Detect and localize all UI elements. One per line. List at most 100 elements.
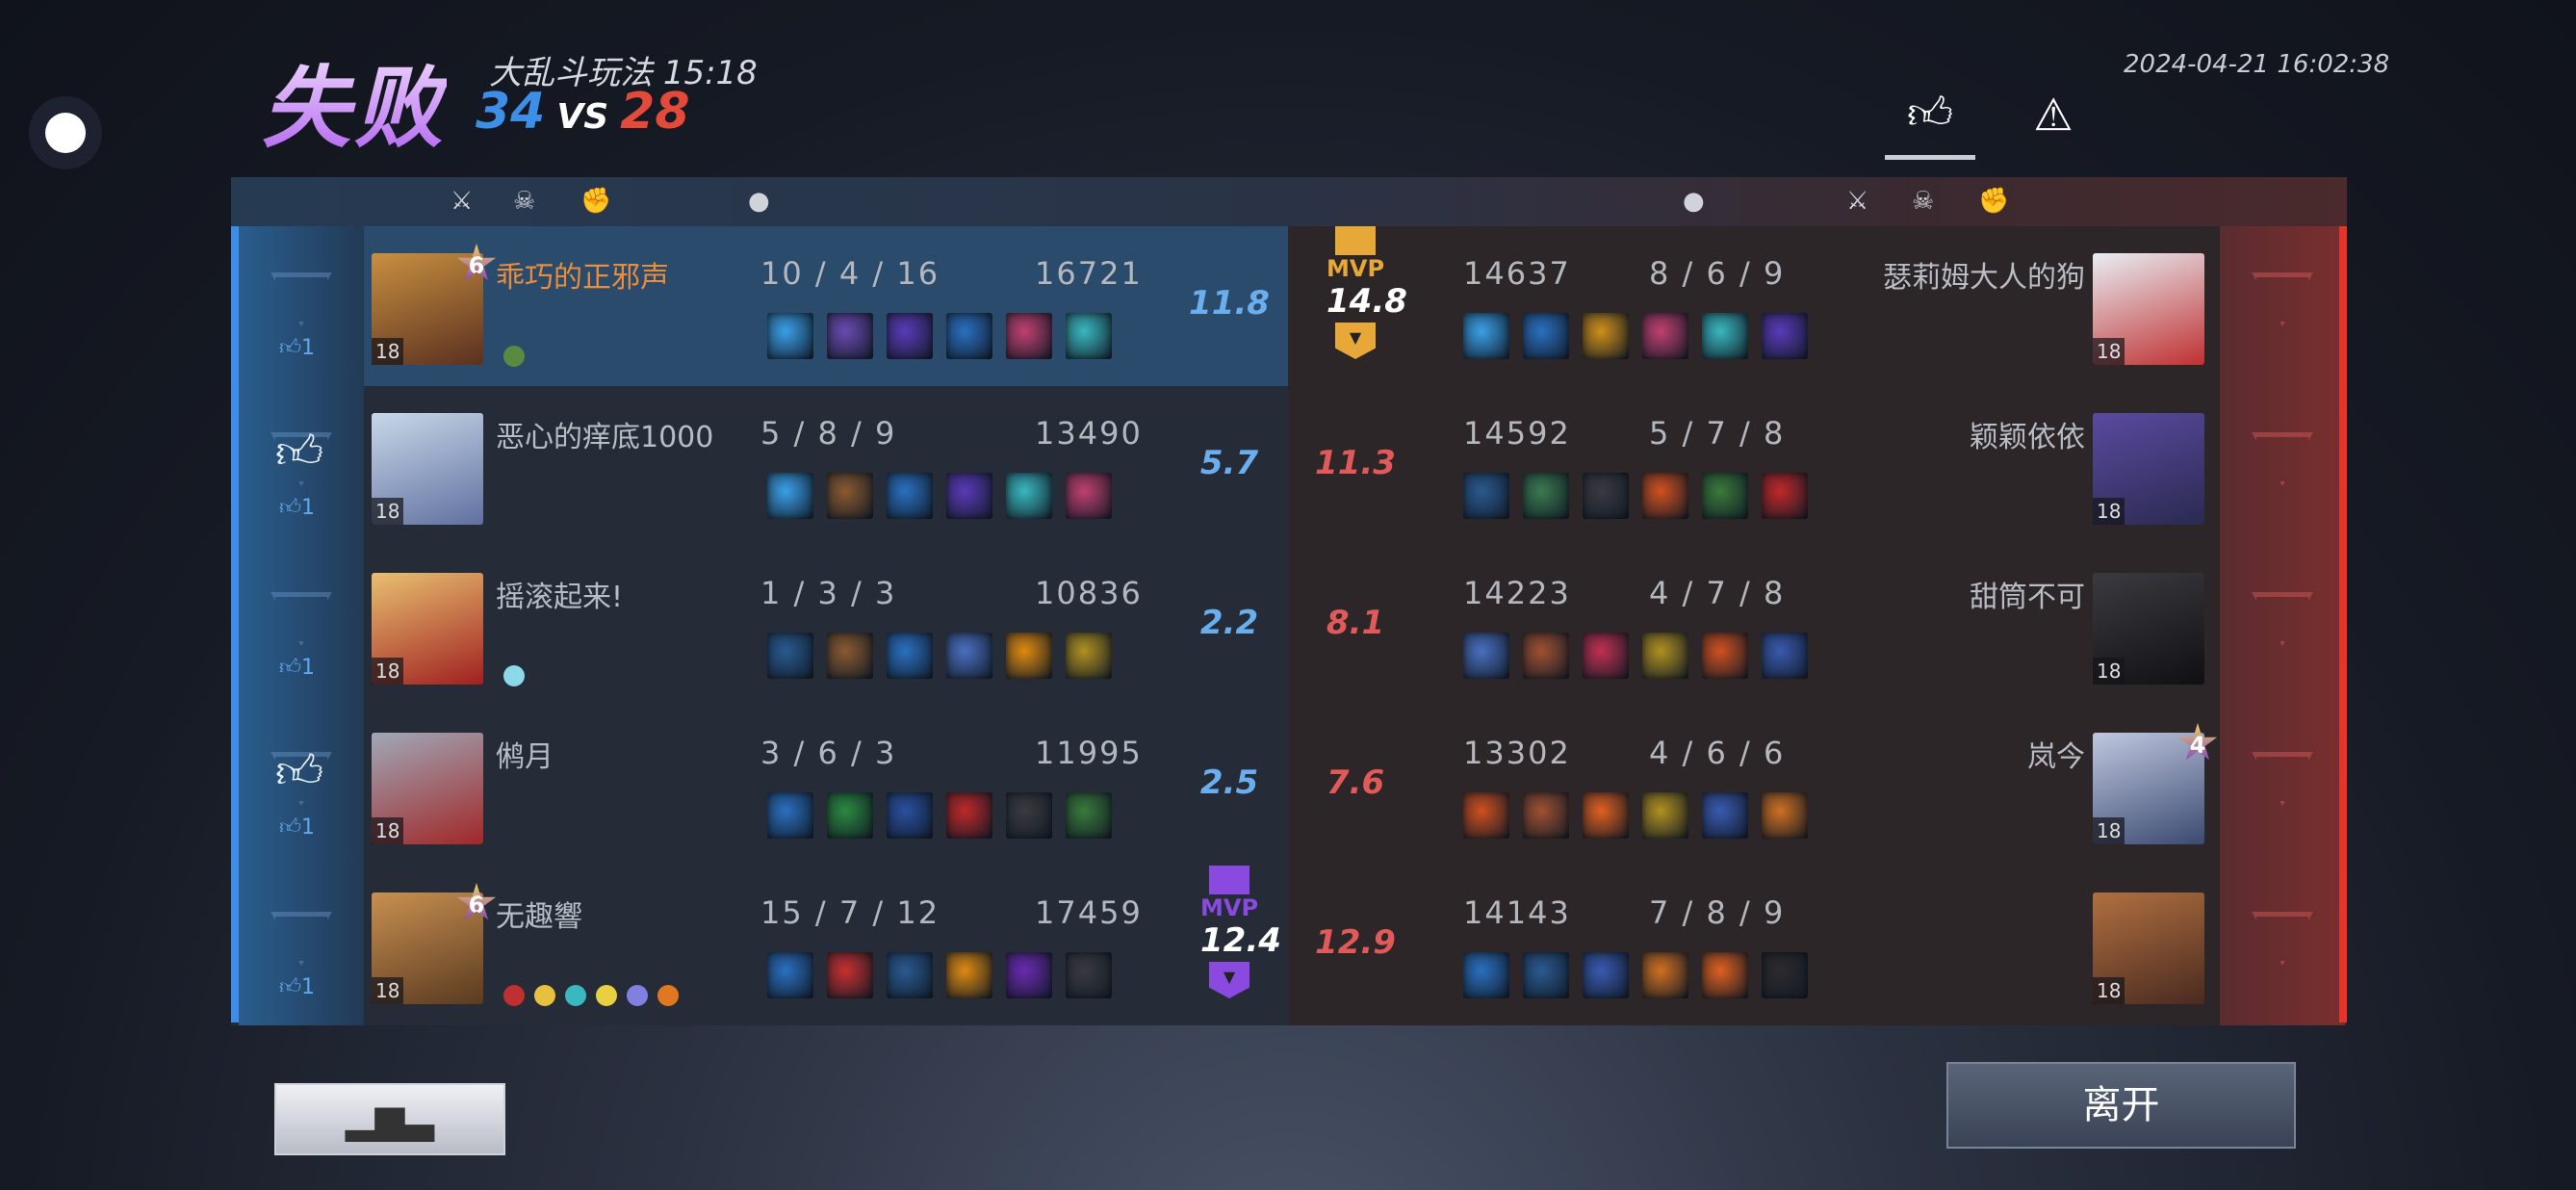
item-icon[interactable] <box>1006 792 1052 839</box>
vote-triangle-icon <box>2252 432 2313 486</box>
scoreboard: ⚔ ☠ ✊ ● ● ⚔ ☠ ✊ 👍︎1 18 6 乖巧的正邪声 10 / 4 / 16 16721 11.… <box>231 177 2347 1025</box>
item-icon[interactable] <box>1762 473 1808 519</box>
leave-button[interactable]: 离开 <box>1946 1062 2296 1149</box>
mvp-expand-button[interactable]: ▼ <box>1209 962 1249 998</box>
hero-avatar[interactable]: 18 <box>2093 253 2204 365</box>
item-icon[interactable] <box>1642 633 1688 679</box>
like-player-button[interactable] <box>2220 706 2345 866</box>
like-player-button[interactable] <box>2220 866 2345 1025</box>
like-player-button[interactable]: 👍︎ 👍︎1 <box>239 706 364 866</box>
hero-level: 18 <box>2093 338 2125 365</box>
item-icon[interactable] <box>1006 473 1052 519</box>
item-icon[interactable] <box>1583 792 1629 839</box>
item-icon[interactable] <box>767 473 813 519</box>
hero-avatar[interactable]: 18 6 <box>372 883 497 1004</box>
like-player-button[interactable]: 👍︎ 👍︎1 <box>239 386 364 546</box>
item-icon[interactable] <box>827 313 873 359</box>
item-icon[interactable] <box>1066 313 1112 359</box>
hero-avatar[interactable]: 18 <box>372 573 483 685</box>
item-icon[interactable] <box>1463 473 1509 519</box>
item-icon[interactable] <box>946 313 992 359</box>
hero-avatar[interactable]: 18 4 <box>2093 723 2218 844</box>
like-player-button[interactable] <box>2220 386 2345 546</box>
item-icon[interactable] <box>887 952 933 998</box>
player-rating: 12.9 <box>1315 923 1396 962</box>
tab-likes[interactable]: 👍︎ <box>1885 87 1975 160</box>
item-list <box>767 792 1112 839</box>
hero-avatar[interactable]: 18 6 <box>372 244 497 365</box>
item-icon[interactable] <box>1762 792 1808 839</box>
item-icon[interactable] <box>767 952 813 998</box>
item-icon[interactable] <box>1006 952 1052 998</box>
stats-button[interactable]: ▂▆▃ <box>274 1083 505 1155</box>
item-icon[interactable] <box>1702 313 1748 359</box>
item-icon[interactable] <box>1523 633 1569 679</box>
like-player-button[interactable] <box>2220 226 2345 386</box>
item-icon[interactable] <box>1006 633 1052 679</box>
item-icon[interactable] <box>1702 473 1748 519</box>
like-player-button[interactable] <box>2220 546 2345 706</box>
player-row: 👍︎1 18 6 乖巧的正邪声 10 / 4 / 16 16721 11.8 MVP 14.8 ▼… <box>231 226 2347 386</box>
item-icon[interactable] <box>1702 792 1748 839</box>
item-icon[interactable] <box>1463 633 1509 679</box>
item-icon[interactable] <box>1523 313 1569 359</box>
item-icon[interactable] <box>827 792 873 839</box>
item-icon[interactable] <box>1702 952 1748 998</box>
gold-icon: ● <box>748 187 770 216</box>
item-icon[interactable] <box>946 633 992 679</box>
item-icon[interactable] <box>1066 952 1112 998</box>
item-icon[interactable] <box>1066 792 1112 839</box>
item-icon[interactable] <box>887 313 933 359</box>
item-icon[interactable] <box>1583 313 1629 359</box>
item-icon[interactable] <box>887 473 933 519</box>
player-rating: 5.7 <box>1199 444 1259 482</box>
item-icon[interactable] <box>767 633 813 679</box>
item-icon[interactable] <box>1642 952 1688 998</box>
item-icon[interactable] <box>946 473 992 519</box>
item-icon[interactable] <box>1642 792 1688 839</box>
like-player-button[interactable]: 👍︎1 <box>239 226 364 386</box>
item-icon[interactable] <box>827 952 873 998</box>
item-icon[interactable] <box>1463 952 1509 998</box>
hero-avatar[interactable]: 18 <box>2093 413 2204 525</box>
hero-avatar[interactable]: 18 <box>2093 892 2204 1004</box>
item-icon[interactable] <box>767 792 813 839</box>
item-icon[interactable] <box>1642 473 1688 519</box>
tab-report[interactable]: ⚠︎ <box>2026 89 2080 146</box>
item-icon[interactable] <box>1463 792 1509 839</box>
item-icon[interactable] <box>1006 313 1052 359</box>
item-icon[interactable] <box>1066 473 1112 519</box>
item-icon[interactable] <box>1523 473 1569 519</box>
hero-avatar[interactable]: 18 <box>372 733 483 844</box>
item-icon[interactable] <box>1702 633 1748 679</box>
item-icon[interactable] <box>887 633 933 679</box>
small-thumb-icon: 👍︎ <box>279 656 301 680</box>
item-icon[interactable] <box>827 473 873 519</box>
like-player-button[interactable]: 👍︎1 <box>239 866 364 1025</box>
item-icon[interactable] <box>1762 313 1808 359</box>
achievement-badges <box>503 346 525 367</box>
like-count: 👍︎1 <box>279 814 315 840</box>
item-icon[interactable] <box>946 952 992 998</box>
floating-menu-button[interactable] <box>29 96 102 169</box>
item-icon[interactable] <box>1066 633 1112 679</box>
like-player-button[interactable]: 👍︎1 <box>239 546 364 706</box>
item-icon[interactable] <box>1583 633 1629 679</box>
hero-avatar[interactable]: 18 <box>2093 573 2204 685</box>
hero-avatar[interactable]: 18 <box>372 413 483 525</box>
item-icon[interactable] <box>1762 633 1808 679</box>
item-icon[interactable] <box>1583 952 1629 998</box>
item-icon[interactable] <box>1463 313 1509 359</box>
item-icon[interactable] <box>827 633 873 679</box>
item-icon[interactable] <box>1583 473 1629 519</box>
item-icon[interactable] <box>1523 952 1569 998</box>
item-icon[interactable] <box>767 313 813 359</box>
item-icon[interactable] <box>1523 792 1569 839</box>
mvp-ribbon <box>1335 226 1376 255</box>
small-thumb-icon: 👍︎ <box>279 815 301 840</box>
item-icon[interactable] <box>946 792 992 839</box>
item-icon[interactable] <box>887 792 933 839</box>
item-icon[interactable] <box>1642 313 1688 359</box>
mvp-expand-button[interactable]: ▼ <box>1335 323 1376 359</box>
item-icon[interactable] <box>1762 952 1808 998</box>
